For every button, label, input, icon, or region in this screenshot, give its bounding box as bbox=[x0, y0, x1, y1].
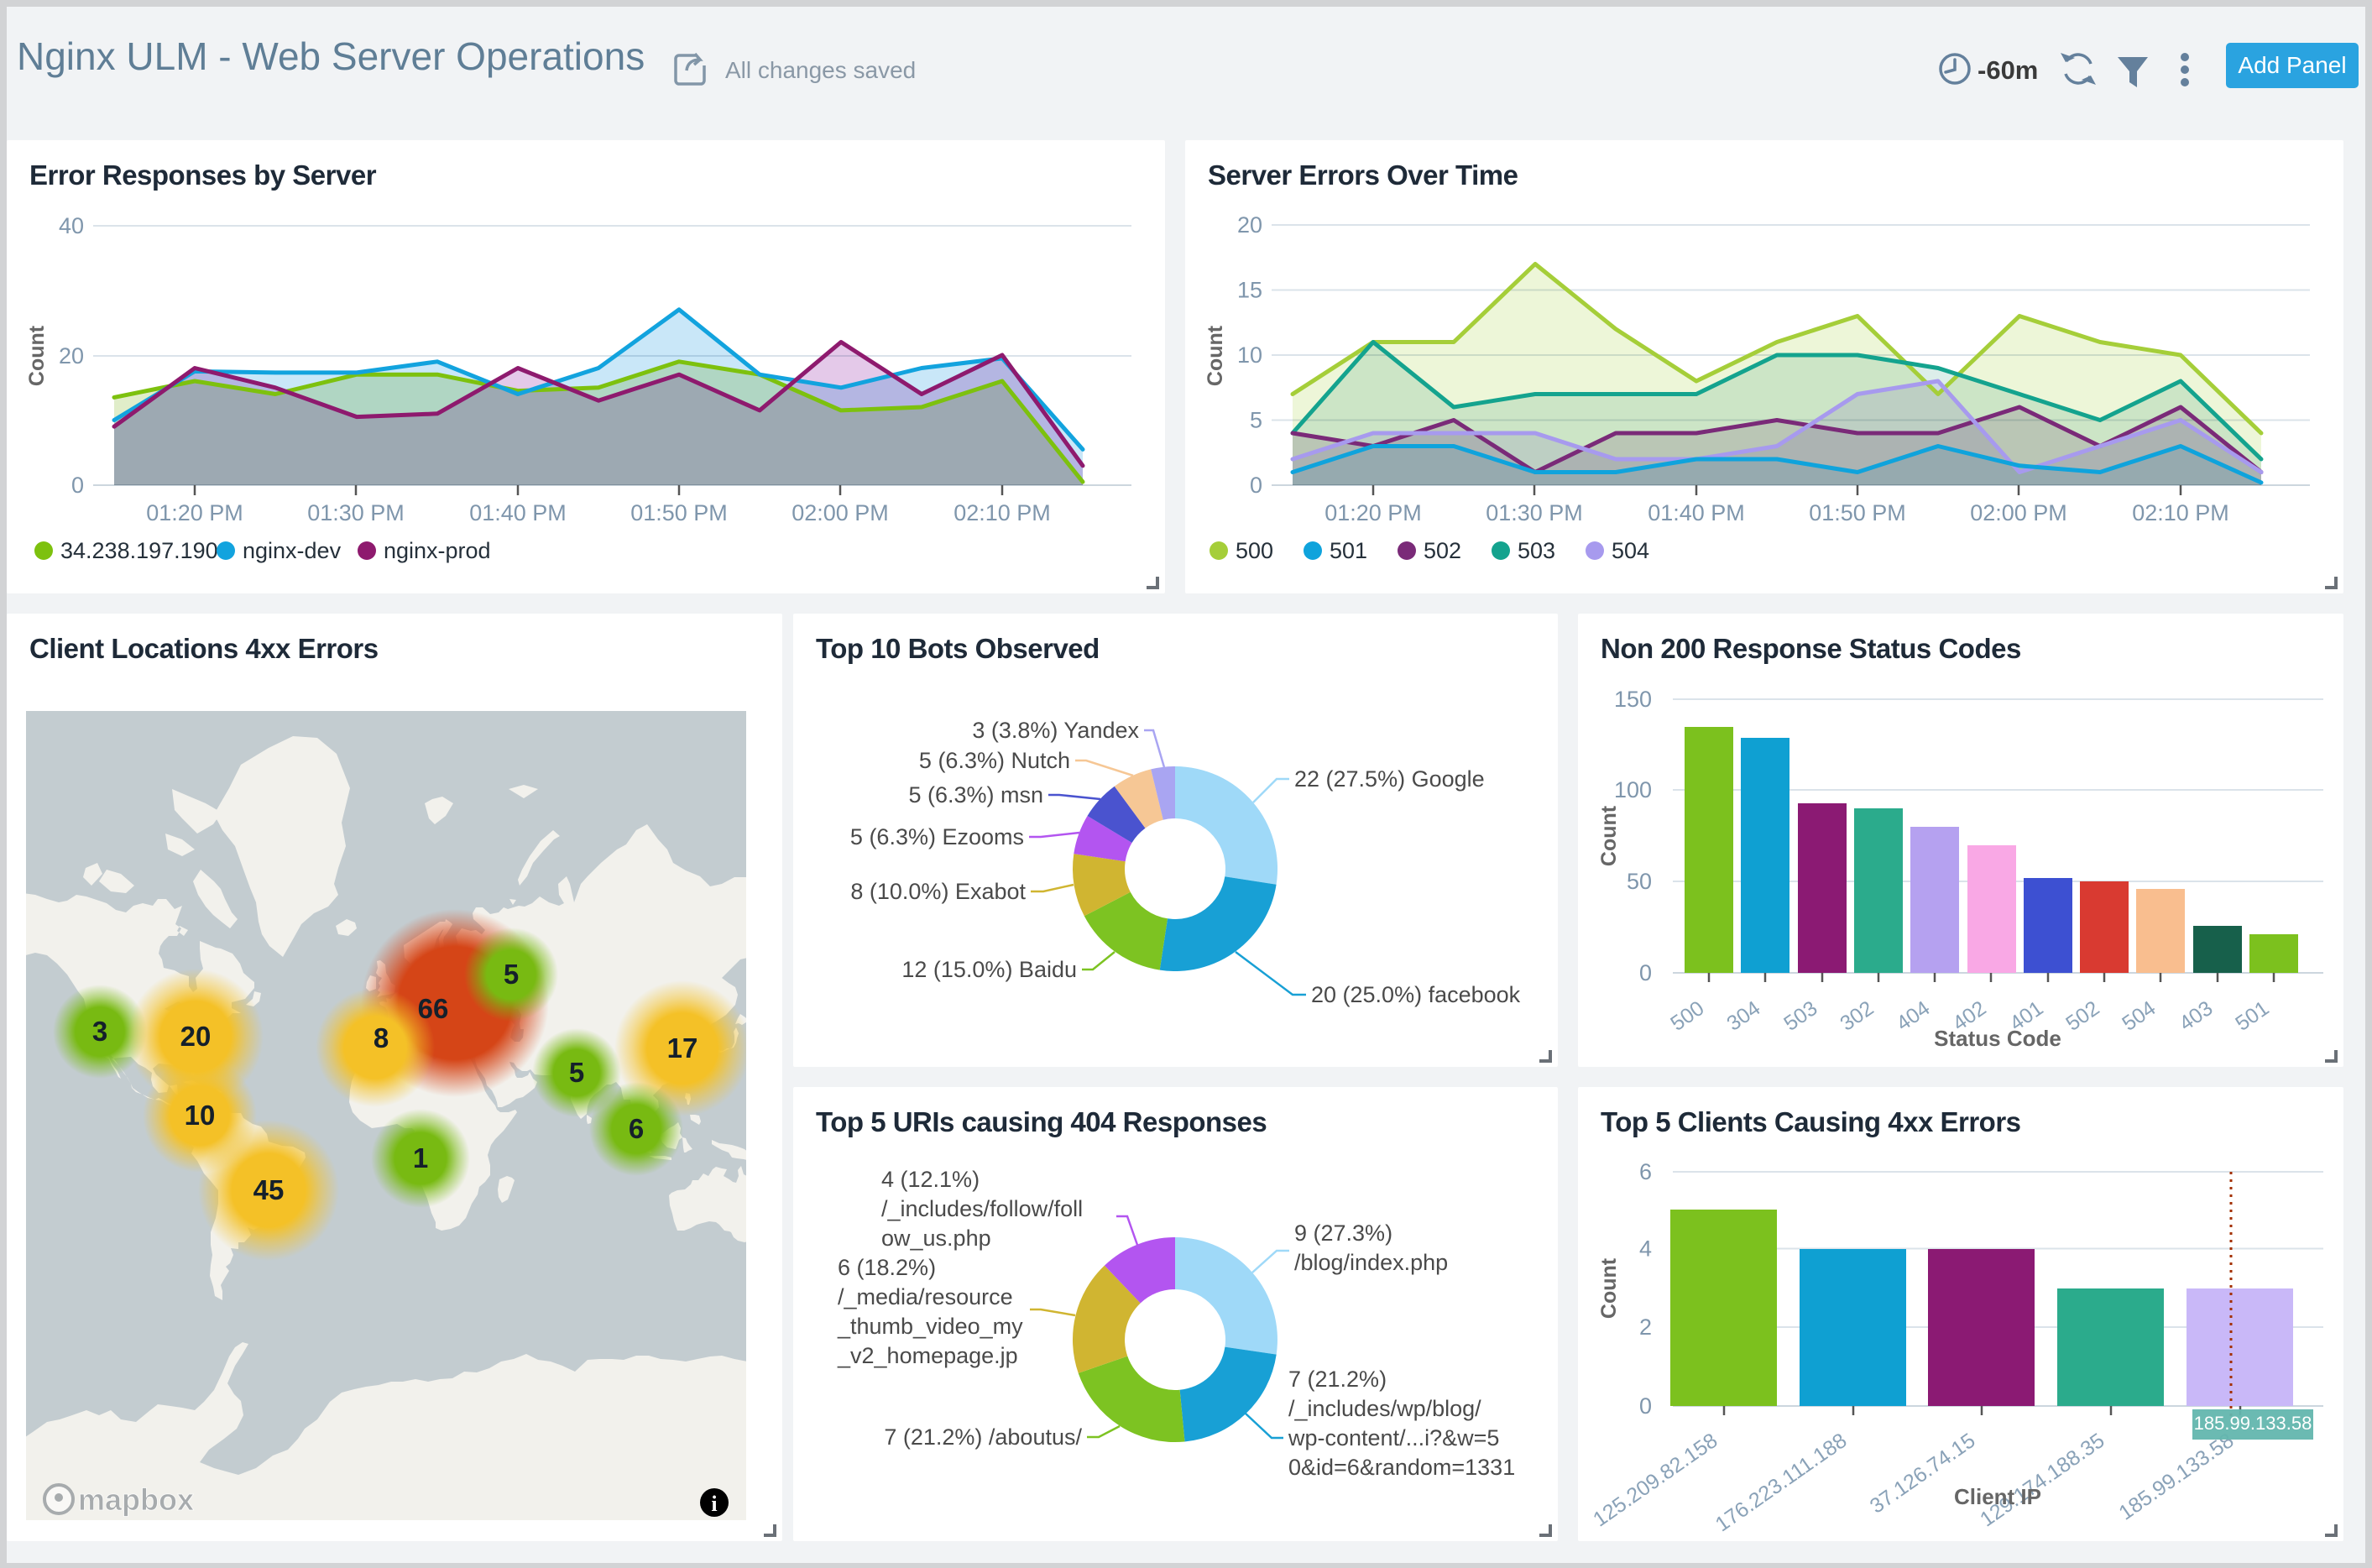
svg-text:150: 150 bbox=[1614, 687, 1652, 712]
svg-text:/_includes/follow/foll: /_includes/follow/foll bbox=[881, 1196, 1083, 1221]
svg-text:12 (15.0%) Baidu: 12 (15.0%) Baidu bbox=[901, 957, 1077, 982]
svg-text:01:20 PM: 01:20 PM bbox=[146, 500, 243, 525]
svg-text:4: 4 bbox=[1639, 1236, 1652, 1262]
svg-text:40: 40 bbox=[59, 213, 84, 238]
svg-text:01:50 PM: 01:50 PM bbox=[630, 500, 728, 525]
svg-text:6: 6 bbox=[629, 1113, 644, 1144]
svg-text:50: 50 bbox=[1627, 869, 1652, 894]
svg-text:01:30 PM: 01:30 PM bbox=[1486, 500, 1583, 525]
svg-text:500: 500 bbox=[1666, 996, 1708, 1036]
svg-text:10: 10 bbox=[1237, 342, 1262, 368]
svg-text:20 (25.0%) facebook: 20 (25.0%) facebook bbox=[1311, 982, 1521, 1007]
svg-text:20: 20 bbox=[1237, 212, 1262, 238]
svg-text:Status Code: Status Code bbox=[1934, 1026, 2061, 1051]
svg-text:5 (6.3%) Ezooms: 5 (6.3%) Ezooms bbox=[850, 824, 1024, 849]
svg-text:5 (6.3%) Nutch: 5 (6.3%) Nutch bbox=[919, 748, 1070, 773]
svg-text:ow_us.php: ow_us.php bbox=[881, 1226, 991, 1251]
svg-text:185.99.133.58: 185.99.133.58 bbox=[2114, 1429, 2238, 1525]
svg-text:9 (27.3%): 9 (27.3%) bbox=[1294, 1220, 1392, 1246]
svg-text:0: 0 bbox=[1639, 1393, 1652, 1419]
svg-text:6 (18.2%): 6 (18.2%) bbox=[838, 1255, 936, 1280]
svg-text:502: 502 bbox=[1424, 538, 1461, 563]
svg-text:17: 17 bbox=[667, 1032, 698, 1064]
svg-text:20: 20 bbox=[59, 343, 84, 368]
svg-text:34.238.197.190: 34.238.197.190 bbox=[60, 538, 218, 563]
svg-text:0: 0 bbox=[71, 473, 84, 498]
svg-text:125.209.82.158: 125.209.82.158 bbox=[1589, 1429, 1722, 1532]
svg-text:302: 302 bbox=[1836, 996, 1878, 1036]
svg-text:15: 15 bbox=[1237, 278, 1262, 303]
svg-text:0&id=6&random=1331: 0&id=6&random=1331 bbox=[1288, 1455, 1515, 1480]
svg-text:8 (10.0%) Exabot: 8 (10.0%) Exabot bbox=[850, 879, 1026, 904]
svg-text:nginx-prod: nginx-prod bbox=[384, 538, 491, 563]
svg-text:100: 100 bbox=[1614, 777, 1652, 802]
svg-text:503: 503 bbox=[1518, 538, 1555, 563]
svg-text:176.223.111.188: 176.223.111.188 bbox=[1711, 1429, 1852, 1536]
svg-text:503: 503 bbox=[1779, 996, 1821, 1036]
svg-text:66: 66 bbox=[418, 993, 449, 1024]
svg-text:3 (3.8%) Yandex: 3 (3.8%) Yandex bbox=[972, 718, 1139, 743]
svg-text:02:00 PM: 02:00 PM bbox=[792, 500, 889, 525]
svg-text:i: i bbox=[711, 1492, 717, 1516]
svg-text:01:40 PM: 01:40 PM bbox=[1648, 500, 1745, 525]
svg-text:2: 2 bbox=[1639, 1315, 1652, 1340]
svg-text:nginx-dev: nginx-dev bbox=[243, 538, 342, 563]
svg-text:_thumb_video_my: _thumb_video_my bbox=[837, 1314, 1023, 1339]
svg-text:01:30 PM: 01:30 PM bbox=[307, 500, 405, 525]
svg-text:20: 20 bbox=[180, 1021, 212, 1052]
svg-text:403: 403 bbox=[2175, 996, 2217, 1036]
svg-text:02:00 PM: 02:00 PM bbox=[1970, 500, 2067, 525]
svg-text:0: 0 bbox=[1639, 960, 1652, 985]
svg-text:/_includes/wp/blog/: /_includes/wp/blog/ bbox=[1288, 1396, 1481, 1421]
svg-text:8: 8 bbox=[374, 1022, 389, 1053]
svg-text:500: 500 bbox=[1236, 538, 1273, 563]
svg-text:01:50 PM: 01:50 PM bbox=[1809, 500, 1906, 525]
svg-text:504: 504 bbox=[1612, 538, 1649, 563]
svg-text:Client IP: Client IP bbox=[1954, 1484, 2041, 1509]
svg-text:Count: Count bbox=[1597, 805, 1621, 866]
svg-text:504: 504 bbox=[2118, 996, 2160, 1036]
svg-text:wp-content/...i?&w=5: wp-content/...i?&w=5 bbox=[1288, 1425, 1499, 1450]
svg-text:5: 5 bbox=[569, 1057, 584, 1088]
svg-text:mapbox: mapbox bbox=[78, 1482, 194, 1517]
svg-text:02:10 PM: 02:10 PM bbox=[954, 500, 1051, 525]
svg-text:Count: Count bbox=[25, 325, 49, 386]
svg-text:501: 501 bbox=[1330, 538, 1367, 563]
svg-text:Count: Count bbox=[1597, 1257, 1621, 1319]
svg-text:501: 501 bbox=[2231, 996, 2273, 1036]
svg-text:502: 502 bbox=[2061, 996, 2103, 1036]
svg-text:/blog/index.php: /blog/index.php bbox=[1294, 1250, 1448, 1275]
svg-text:/_media/resource: /_media/resource bbox=[838, 1284, 1013, 1309]
svg-text:01:40 PM: 01:40 PM bbox=[469, 500, 567, 525]
svg-text:7 (21.2%) /aboutus/: 7 (21.2%) /aboutus/ bbox=[884, 1424, 1082, 1450]
svg-text:7 (21.2%): 7 (21.2%) bbox=[1288, 1367, 1387, 1392]
svg-text:1: 1 bbox=[413, 1142, 428, 1173]
svg-text:5 (6.3%) msn: 5 (6.3%) msn bbox=[908, 782, 1043, 808]
svg-text:01:20 PM: 01:20 PM bbox=[1324, 500, 1422, 525]
svg-text:5: 5 bbox=[504, 959, 519, 990]
svg-text:Count: Count bbox=[1204, 325, 1227, 386]
svg-text:22 (27.5%) Google: 22 (27.5%) Google bbox=[1294, 766, 1485, 792]
svg-text:6: 6 bbox=[1639, 1159, 1652, 1184]
svg-text:-60m: -60m bbox=[1978, 55, 2038, 85]
svg-text:3: 3 bbox=[92, 1016, 107, 1047]
svg-text:_v2_homepage.jp: _v2_homepage.jp bbox=[837, 1343, 1018, 1368]
svg-text:185.99.133.58: 185.99.133.58 bbox=[2194, 1413, 2312, 1434]
svg-text:02:10 PM: 02:10 PM bbox=[2132, 500, 2229, 525]
svg-text:5: 5 bbox=[1250, 408, 1262, 433]
svg-text:129.174.188.35: 129.174.188.35 bbox=[1976, 1429, 2108, 1532]
svg-text:4 (12.1%): 4 (12.1%) bbox=[881, 1167, 980, 1192]
svg-text:404: 404 bbox=[1892, 996, 1934, 1036]
svg-text:10: 10 bbox=[185, 1100, 216, 1131]
svg-text:304: 304 bbox=[1722, 996, 1764, 1036]
svg-text:45: 45 bbox=[253, 1174, 285, 1205]
svg-text:0: 0 bbox=[1250, 473, 1262, 498]
